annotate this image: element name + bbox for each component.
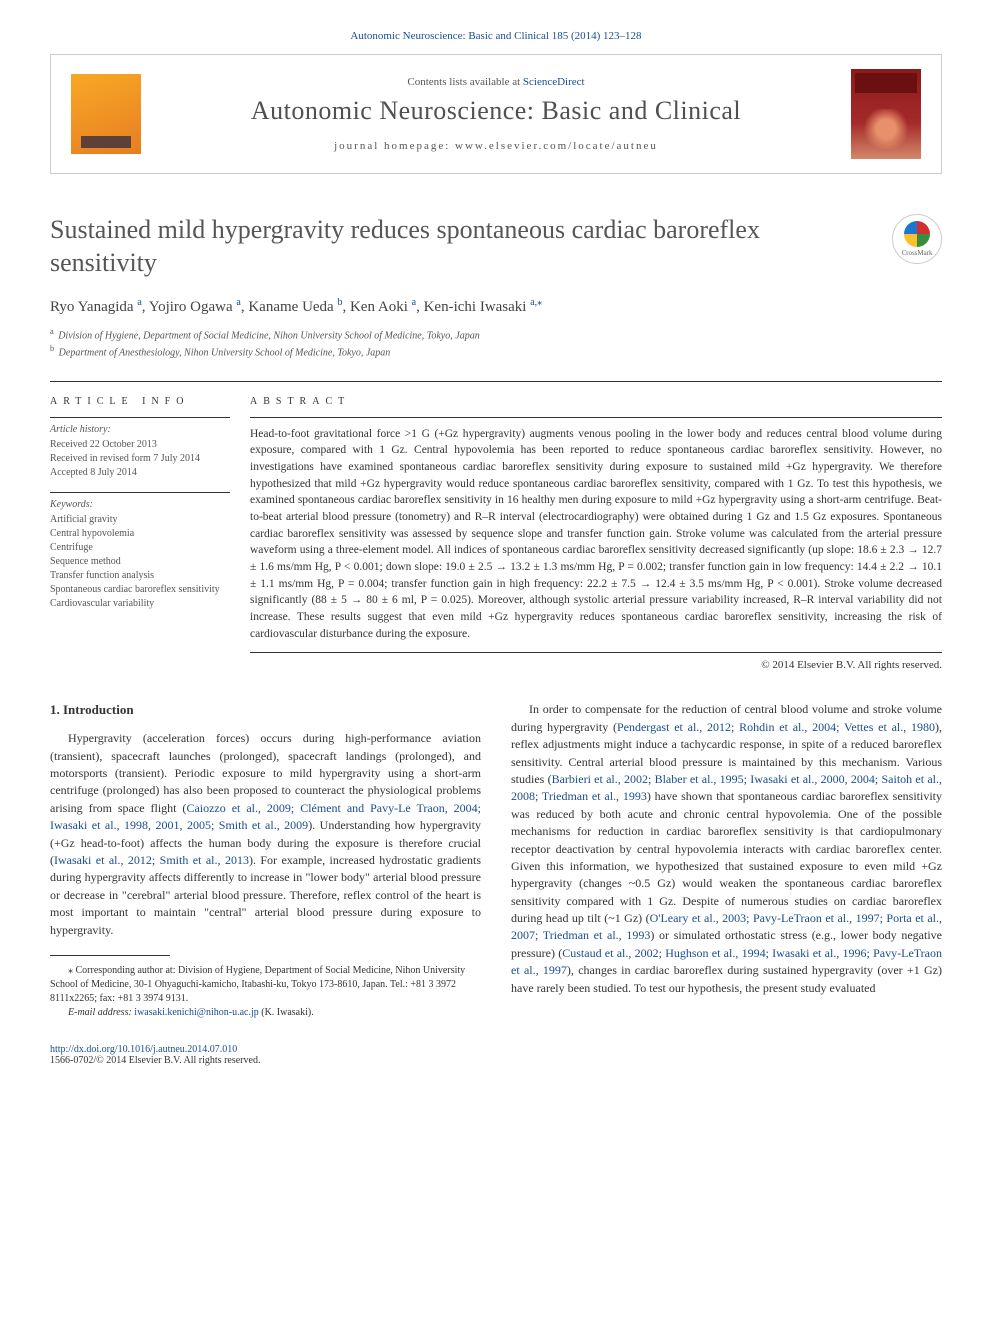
affiliations: a Division of Hygiene, Department of Soc… (50, 326, 942, 361)
left-column: 1. Introduction Hypergravity (accelerati… (50, 701, 481, 1020)
accepted-date: Accepted 8 July 2014 (50, 466, 230, 480)
history-label: Article history: (50, 424, 230, 435)
affil-ref[interactable]: a,⁎ (530, 297, 542, 308)
intro-paragraph-2: In order to compensate for the reduction… (511, 701, 942, 997)
journal-header-center: Contents lists available at ScienceDirec… (161, 76, 831, 152)
affil-sup: b (50, 344, 54, 353)
article-title: Sustained mild hypergravity reduces spon… (50, 214, 872, 279)
issue-citation: Autonomic Neuroscience: Basic and Clinic… (50, 30, 942, 42)
author: Yojiro Ogawa (149, 299, 233, 315)
contents-line: Contents lists available at ScienceDirec… (161, 76, 831, 88)
corr-marker: ⁎ (68, 965, 73, 976)
right-column: In order to compensate for the reduction… (511, 701, 942, 1020)
email-label: E-mail address: (68, 1007, 134, 1018)
corr-email-link[interactable]: iwasaki.kenichi@nihon-u.ac.jp (134, 1007, 258, 1018)
keyword: Spontaneous cardiac baroreflex sensitivi… (50, 583, 230, 597)
author: Ken-ichi Iwasaki (424, 299, 527, 315)
history-block: Article history: Received 22 October 201… (50, 417, 230, 480)
corr-text: Corresponding author at: Division of Hyg… (50, 965, 465, 1004)
affil-sup: a (50, 327, 54, 336)
body-columns: 1. Introduction Hypergravity (accelerati… (50, 701, 942, 1020)
abstract-copyright: © 2014 Elsevier B.V. All rights reserved… (250, 652, 942, 671)
citation-link[interactable]: Pendergast et al., 2012; Rohdin et al., … (617, 720, 935, 734)
page-footer: http://dx.doi.org/10.1016/j.autneu.2014.… (50, 1044, 942, 1066)
affiliation: a Division of Hygiene, Department of Soc… (50, 326, 942, 343)
doi-line: http://dx.doi.org/10.1016/j.autneu.2014.… (50, 1044, 260, 1055)
received-date: Received 22 October 2013 (50, 438, 230, 452)
author: Kaname Ueda (248, 299, 333, 315)
journal-title: Autonomic Neuroscience: Basic and Clinic… (161, 96, 831, 126)
affil-ref[interactable]: a (137, 297, 141, 308)
journal-cover-thumbnail (851, 69, 921, 159)
keywords-block: Keywords: Artificial gravity Central hyp… (50, 492, 230, 611)
affil-ref[interactable]: a (236, 297, 240, 308)
keyword: Artificial gravity (50, 513, 230, 527)
article-info-column: article info Article history: Received 2… (50, 396, 250, 672)
revised-date: Received in revised form 7 July 2014 (50, 452, 230, 466)
affil-ref[interactable]: a (412, 297, 416, 308)
affil-text: Division of Hygiene, Department of Socia… (58, 330, 479, 341)
abstract-text: Head-to-foot gravitational force >1 G (+… (250, 417, 942, 643)
homepage-label: journal homepage: (334, 140, 455, 152)
title-row: Sustained mild hypergravity reduces spon… (50, 214, 942, 279)
citation-link[interactable]: Iwasaki et al., 2012; Smith et al., 2013 (54, 853, 249, 867)
footnote-rule (50, 955, 170, 956)
keyword: Central hypovolemia (50, 527, 230, 541)
sciencedirect-link[interactable]: ScienceDirect (523, 76, 585, 88)
doi-link[interactable]: http://dx.doi.org/10.1016/j.autneu.2014.… (50, 1044, 237, 1055)
author: Ryo Yanagida (50, 299, 134, 315)
keyword: Cardiovascular variability (50, 597, 230, 611)
crossmark-badge[interactable]: CrossMark (892, 214, 942, 264)
abstract-heading: abstract (250, 396, 942, 407)
affil-ref[interactable]: b (337, 297, 342, 308)
issn-copyright: 1566-0702/© 2014 Elsevier B.V. All right… (50, 1055, 260, 1066)
crossmark-icon (904, 221, 930, 247)
corresponding-footnote: ⁎ Corresponding author at: Division of H… (50, 964, 481, 1006)
elsevier-logo (71, 74, 141, 154)
article-info-heading: article info (50, 396, 230, 407)
keyword: Sequence method (50, 555, 230, 569)
keyword: Transfer function analysis (50, 569, 230, 583)
keywords-label: Keywords: (50, 499, 230, 510)
affil-text: Department of Anesthesiology, Nihon Univ… (59, 348, 391, 359)
journal-header: Contents lists available at ScienceDirec… (50, 54, 942, 174)
journal-homepage: journal homepage: www.elsevier.com/locat… (161, 140, 831, 152)
email-footnote: E-mail address: iwasaki.kenichi@nihon-u.… (50, 1006, 481, 1020)
author: Ken Aoki (350, 299, 408, 315)
info-abstract-row: article info Article history: Received 2… (50, 381, 942, 672)
issue-citation-link[interactable]: Autonomic Neuroscience: Basic and Clinic… (350, 30, 641, 42)
email-suffix: (K. Iwasaki). (259, 1007, 314, 1018)
crossmark-label: CrossMark (901, 249, 932, 257)
homepage-url: www.elsevier.com/locate/autneu (455, 140, 658, 152)
keyword: Centrifuge (50, 541, 230, 555)
authors-line: Ryo Yanagida a, Yojiro Ogawa a, Kaname U… (50, 297, 942, 316)
footer-left: http://dx.doi.org/10.1016/j.autneu.2014.… (50, 1044, 260, 1066)
affiliation: b Department of Anesthesiology, Nihon Un… (50, 343, 942, 360)
section-heading: 1. Introduction (50, 701, 481, 720)
contents-prefix: Contents lists available at (407, 76, 522, 88)
intro-paragraph-1: Hypergravity (acceleration forces) occur… (50, 730, 481, 939)
abstract-column: abstract Head-to-foot gravitational forc… (250, 396, 942, 672)
